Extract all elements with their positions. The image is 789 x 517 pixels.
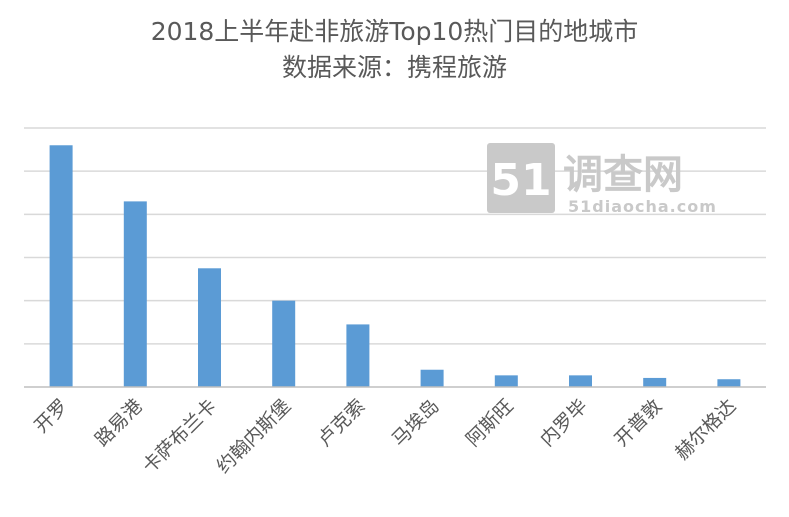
bar: [346, 324, 370, 387]
x-tick-label: 卢克索: [314, 395, 370, 451]
x-tick-label: 路易港: [91, 395, 147, 451]
watermark-url: 51diaocha.com: [568, 197, 717, 216]
bar: [717, 379, 741, 387]
x-tick-label: 约翰内斯堡: [212, 395, 295, 478]
x-tick-label: 阿斯旺: [462, 395, 518, 451]
gridlines: [24, 127, 766, 345]
bar: [420, 369, 444, 387]
bar: [569, 375, 592, 387]
bar: [198, 268, 221, 387]
bars: [49, 145, 741, 387]
bar: [643, 377, 667, 387]
bar: [494, 375, 518, 387]
bar: [123, 201, 147, 387]
x-tick-label: 卡萨布兰卡: [138, 395, 221, 478]
x-tick-label: 马埃岛: [388, 395, 444, 451]
chart-subtitle: 数据来源：携程旅游: [281, 53, 507, 82]
watermark-badge: [487, 143, 555, 213]
watermark-name: 调查网: [563, 152, 683, 198]
x-tick-label: 赫尔格达: [671, 395, 740, 464]
watermark: 51 调查网 51diaocha.com: [487, 143, 717, 216]
bar: [49, 145, 73, 387]
chart-title: 2018上半年赴非旅游Top10热门目的地城市: [150, 17, 639, 46]
chart-title-block: 2018上半年赴非旅游Top10热门目的地城市 数据来源：携程旅游: [0, 14, 789, 86]
watermark-number: 51: [490, 155, 551, 206]
bar: [272, 300, 296, 387]
x-tick-label: 开罗: [30, 395, 72, 437]
x-tick-label: 内罗毕: [536, 395, 592, 451]
x-tick-label: 开普敦: [610, 395, 666, 451]
